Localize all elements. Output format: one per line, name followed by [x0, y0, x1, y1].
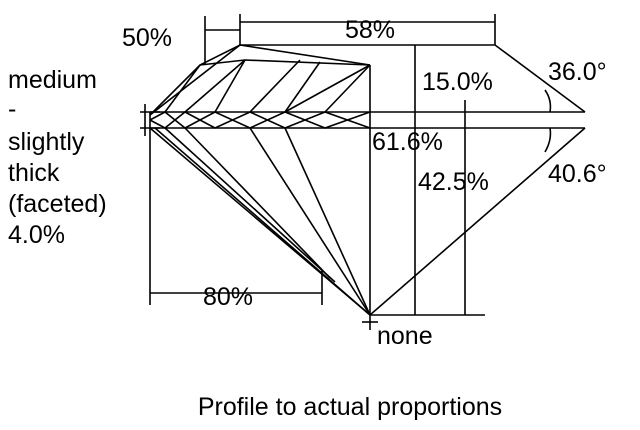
dimension-lines [140, 14, 552, 330]
girdle-label-3: slightly [8, 128, 85, 156]
girdle-label-6: 4.0% [8, 221, 65, 249]
pavilion-angle-label: 40.6° [548, 160, 607, 188]
crown-table-label: 50% [122, 24, 172, 52]
crown-angle-label: 36.0° [548, 58, 607, 86]
diamond-outline [149, 44, 586, 317]
caption: Profile to actual proportions [198, 393, 502, 421]
crown-height-label: 15.0% [422, 68, 493, 96]
girdle-label-1: medium [8, 66, 97, 94]
labels: 50% 58% medium - slightly thick (faceted… [8, 16, 607, 421]
girdle-label-2: - [8, 95, 16, 123]
girdle-label-4: thick [8, 159, 60, 187]
pavilion-depth-label: 42.5% [418, 168, 489, 196]
culet-label: none [377, 322, 433, 350]
total-depth-label: 61.6% [372, 128, 443, 156]
lower-half-label: 80% [203, 283, 253, 311]
girdle-label-5: (faceted) [8, 190, 107, 218]
table-label: 58% [345, 16, 395, 44]
